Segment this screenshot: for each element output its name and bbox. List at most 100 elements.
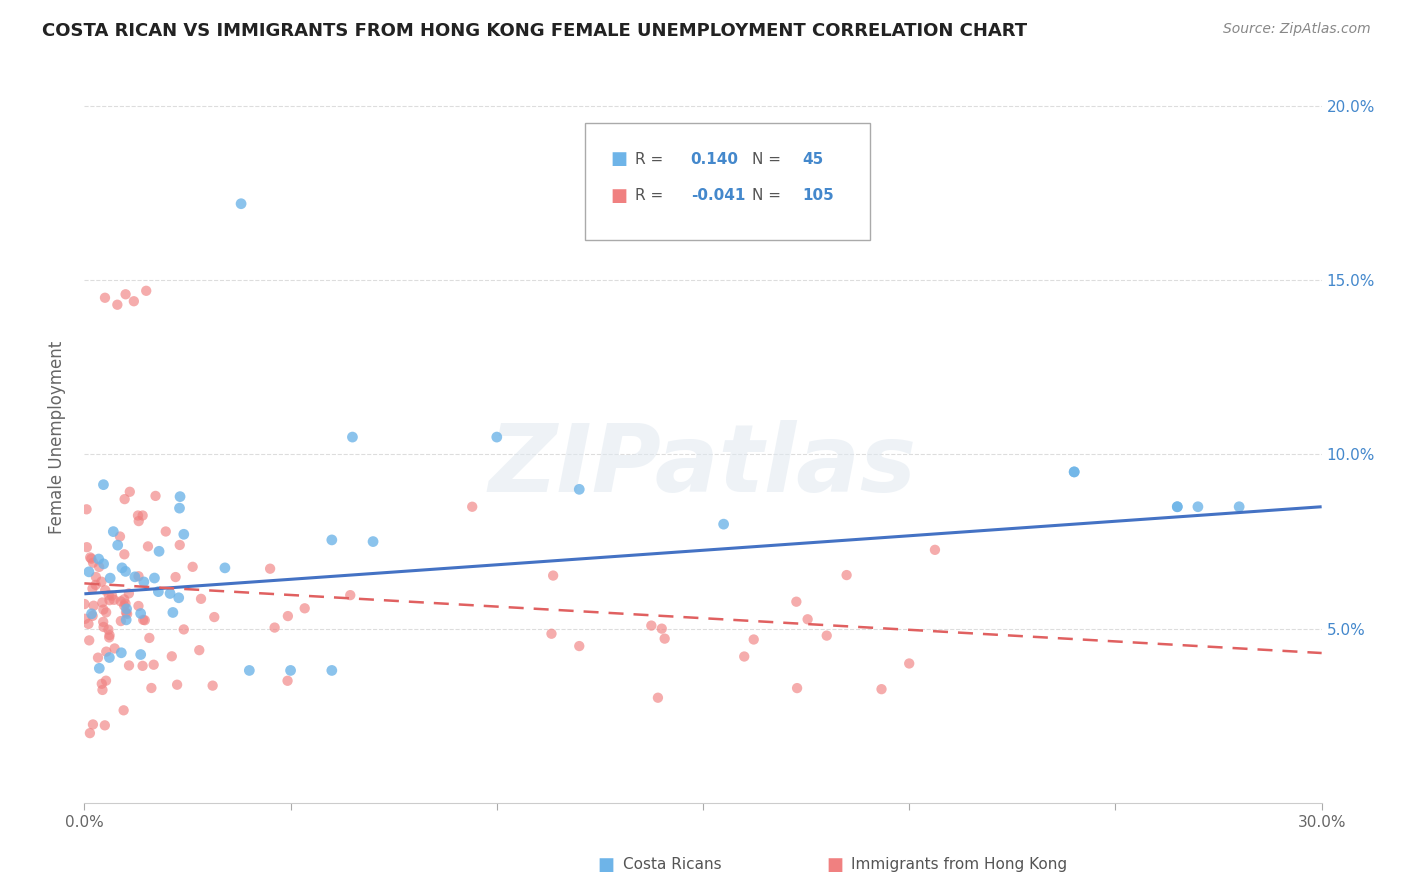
Point xyxy=(280,664,302,678)
Text: Immigrants from Hong Kong: Immigrants from Hong Kong xyxy=(852,857,1067,872)
Point xyxy=(277,673,299,688)
Point xyxy=(568,483,591,497)
Text: ZIPatlas: ZIPatlas xyxy=(489,420,917,512)
Point xyxy=(93,620,115,634)
Point xyxy=(169,501,191,516)
Point xyxy=(107,538,129,552)
Point xyxy=(342,430,364,444)
Point xyxy=(90,677,112,691)
Point xyxy=(1063,465,1085,479)
Point xyxy=(114,287,136,301)
Point xyxy=(128,514,150,528)
Point xyxy=(82,582,104,596)
Point xyxy=(167,591,190,605)
Point xyxy=(77,633,100,648)
Point xyxy=(142,657,165,672)
Point xyxy=(94,718,117,732)
Point xyxy=(131,658,153,673)
Point xyxy=(97,623,120,637)
Point xyxy=(112,703,135,717)
Point xyxy=(115,606,138,620)
Point xyxy=(541,568,564,582)
Point xyxy=(98,571,121,585)
Point xyxy=(640,618,662,632)
Point xyxy=(127,599,149,613)
Point xyxy=(143,571,166,585)
Text: ■: ■ xyxy=(598,856,614,874)
Point xyxy=(568,639,591,653)
Point xyxy=(647,690,669,705)
Point xyxy=(159,586,181,600)
Point xyxy=(160,649,183,664)
Point xyxy=(97,588,120,602)
Point xyxy=(114,565,136,579)
Point xyxy=(98,650,121,665)
Point xyxy=(898,657,921,671)
Text: ■: ■ xyxy=(610,150,627,168)
Point xyxy=(112,547,135,561)
Point xyxy=(214,561,236,575)
Point xyxy=(924,542,946,557)
Point xyxy=(162,606,184,620)
Point xyxy=(94,291,117,305)
Point xyxy=(84,570,107,584)
Text: ■: ■ xyxy=(610,186,627,204)
Point xyxy=(76,502,98,516)
Point xyxy=(91,682,114,697)
Point xyxy=(89,661,111,675)
Point xyxy=(166,678,188,692)
Point xyxy=(201,679,224,693)
Point xyxy=(263,621,285,635)
Point xyxy=(229,196,252,211)
Point xyxy=(114,492,136,507)
Point xyxy=(361,534,384,549)
Point xyxy=(134,613,156,627)
Point xyxy=(135,284,157,298)
Point xyxy=(104,641,127,656)
Point xyxy=(277,609,299,624)
Point xyxy=(105,298,128,312)
Point xyxy=(118,658,141,673)
Point xyxy=(294,601,316,615)
Point xyxy=(87,650,110,665)
Point xyxy=(77,616,100,631)
Point xyxy=(169,538,191,552)
Point xyxy=(76,540,98,554)
Point xyxy=(103,524,125,539)
Point xyxy=(93,557,115,571)
Text: Source: ZipAtlas.com: Source: ZipAtlas.com xyxy=(1223,22,1371,37)
Point xyxy=(461,500,484,514)
Point xyxy=(1063,465,1085,479)
Point xyxy=(124,570,146,584)
Point xyxy=(1166,500,1188,514)
Text: N =: N = xyxy=(752,188,782,203)
Point xyxy=(127,508,149,523)
Y-axis label: Female Unemployment: Female Unemployment xyxy=(48,341,66,533)
Point xyxy=(82,608,104,623)
Point xyxy=(75,612,97,626)
Point xyxy=(1227,500,1250,514)
Point xyxy=(165,570,187,584)
Point xyxy=(108,529,131,543)
Point xyxy=(115,613,138,627)
Text: COSTA RICAN VS IMMIGRANTS FROM HONG KONG FEMALE UNEMPLOYMENT CORRELATION CHART: COSTA RICAN VS IMMIGRANTS FROM HONG KONG… xyxy=(42,22,1028,40)
Point xyxy=(238,664,260,678)
Point xyxy=(136,540,159,554)
Point xyxy=(733,649,755,664)
Point xyxy=(93,477,115,491)
Point xyxy=(77,565,100,579)
Point xyxy=(1166,500,1188,514)
Point xyxy=(181,559,204,574)
Point xyxy=(148,544,170,558)
Point xyxy=(115,602,138,616)
Point xyxy=(173,527,195,541)
Text: -0.041: -0.041 xyxy=(690,188,745,203)
Text: 105: 105 xyxy=(801,188,834,203)
Point xyxy=(132,613,155,627)
Point xyxy=(259,562,281,576)
Point xyxy=(815,629,838,643)
Point xyxy=(485,430,508,444)
Point xyxy=(654,632,676,646)
Point xyxy=(110,646,132,660)
Point xyxy=(110,594,132,608)
